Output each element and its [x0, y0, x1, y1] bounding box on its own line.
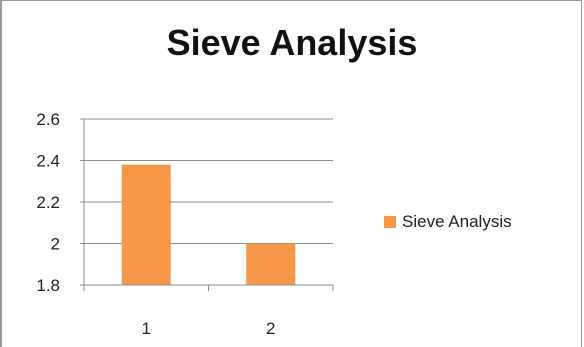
legend-label: Sieve Analysis — [402, 212, 512, 231]
axes — [80, 119, 334, 291]
y-tick-label: 2.4 — [36, 152, 60, 171]
y-tick-label: 2.6 — [36, 110, 60, 129]
y-tick-label: 2.2 — [36, 193, 60, 212]
legend-swatch — [384, 216, 396, 228]
x-tick-label: 1 — [142, 319, 151, 338]
chart-title: Sieve Analysis — [166, 22, 418, 63]
x-tick-label: 2 — [266, 319, 275, 338]
legend: Sieve Analysis — [384, 212, 512, 232]
bar — [121, 164, 171, 285]
bar — [246, 243, 296, 285]
y-tick-label: 1.8 — [36, 276, 60, 295]
y-tick-labels: 1.8 2 2.2 2.4 2.6 — [36, 110, 60, 295]
y-tick-label: 2 — [51, 235, 60, 254]
bars — [121, 164, 296, 285]
